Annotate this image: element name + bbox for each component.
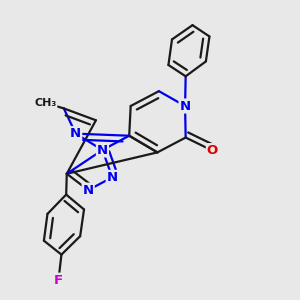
Text: N: N (107, 171, 118, 184)
Text: N: N (82, 184, 94, 196)
Text: N: N (97, 143, 108, 157)
Text: N: N (70, 127, 81, 140)
Text: O: O (207, 144, 218, 157)
Text: CH₃: CH₃ (34, 98, 56, 108)
Text: F: F (54, 274, 63, 287)
Text: N: N (179, 100, 191, 112)
